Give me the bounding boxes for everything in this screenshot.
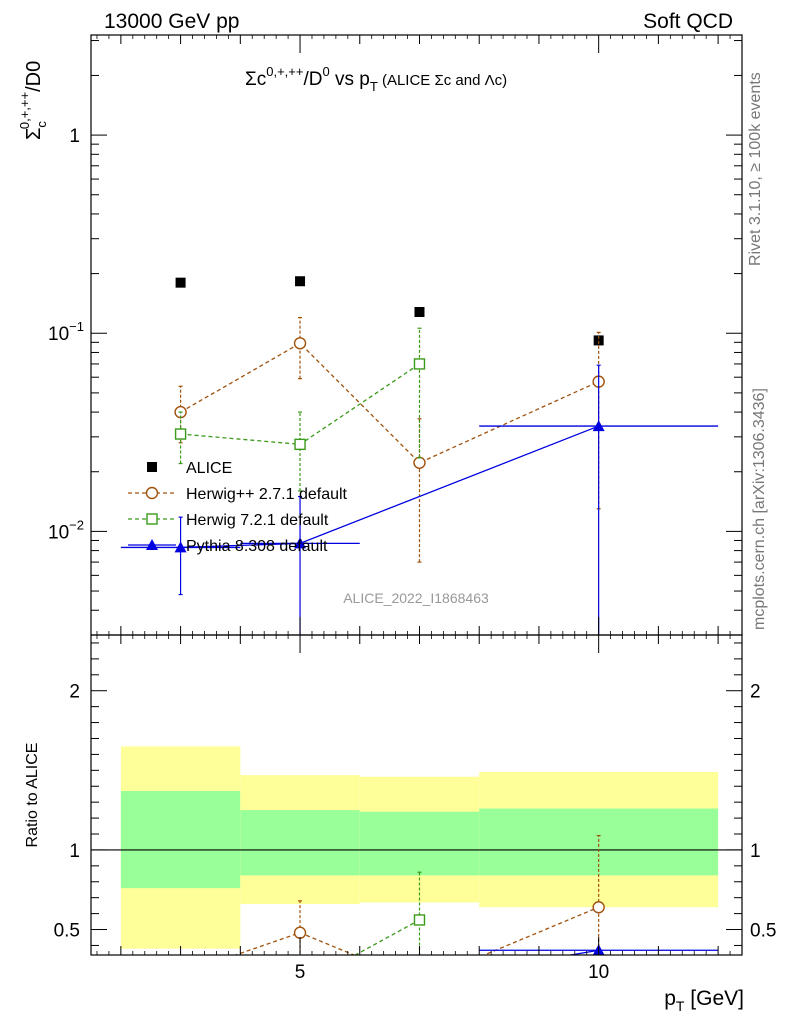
series-line-herwigpp [180,342,599,464]
point-data [295,276,306,287]
point-pythia [592,420,605,432]
point-pythia [294,995,306,1006]
analysis-watermark: ALICE_2022_I1868463 [343,590,489,606]
legend-marker-herwig7 [146,513,158,525]
ratio-y-tick-label-right: 0.5 [750,921,776,942]
ratio-axes: 0.5 0.5 1 1 2 2 5 10 [54,635,776,983]
legend-label-pythia: Pythia 8.308 default [186,538,328,555]
band-inner [359,811,480,876]
point-herwig7 [176,977,186,987]
ratio-marks [91,746,742,1007]
point-herwigpp [293,337,307,350]
ratio-y-tick-label-left: 2 [69,682,80,703]
ratio-ylabel: Ratio to ALICE [24,743,41,848]
ratio-y-tick-label-right: 1 [750,841,761,862]
point-herwig7 [413,358,426,370]
point-pythia [175,996,187,1007]
legend-entry-herwigpp: Herwig++ 2.7.1 default [128,486,348,503]
svg-text:Σc0,+,++/D0: Σc0,+,++/D0 [17,61,49,140]
source-label: mcplots.cern.ch [arXiv:1306.3436] [751,388,768,630]
x-tick-label: 10 [588,962,609,983]
header-left: 13000 GeV pp [104,10,239,33]
x-axis-label: pT [GeV] [664,987,744,1014]
legend-entry-alice: ALICE [147,460,232,477]
x-tick-label: 5 [295,962,306,983]
point-data [593,335,604,346]
main-marks [120,276,719,635]
legend-label-alice: ALICE [186,460,232,477]
point-herwig7 [294,438,306,451]
ratio-y-tick-label-right: 2 [750,682,761,703]
plot-title: Σc0,+,++/D0 vs pT (ALICE Σc and Λc) [245,64,507,94]
y-tick-label: 10−1 [48,319,84,345]
series-line-pythia [566,949,599,955]
series-herwig7 [176,871,426,987]
point-herwigpp [414,977,425,988]
legend-label-herwigpp: Herwig++ 2.7.1 default [186,486,348,503]
main-ylabel: Σc0,+,++/D0 [17,61,49,140]
series-herwig7 [174,327,426,492]
point-data [414,307,425,318]
legend-label-herwig7: Herwig 7.2.1 default [186,512,329,529]
header-right: Soft QCD [643,10,733,33]
y-tick-label: 10−2 [48,517,84,543]
band-inner [120,791,241,889]
point-herwigpp [413,456,426,469]
ratio-panel: 0.5 0.5 1 1 2 2 5 10 Ratio to ALICE pT [GeV] [24,634,776,1014]
main-panel: 10−2 10−1 1 Σc0,+,++/D0 vs pT (ALICE Σc an… [17,34,743,636]
ratio-frame [90,634,743,956]
series-line-herwigpp [233,906,599,955]
series-line-herwig7 [354,919,420,955]
point-herwigpp [592,901,605,914]
legend-entry-pythia: Pythia 8.308 default [128,538,328,555]
point-pythia [174,541,187,553]
point-herwigpp [293,926,307,939]
point-data [175,277,186,288]
point-herwig7 [174,428,187,440]
point-pythia [294,537,307,549]
rivet-version: Rivet 3.1.10, ≥ 100k events [747,72,764,266]
band-inner [240,810,360,876]
legend-marker-herwigpp [145,486,159,500]
legend-marker-alice [147,462,157,472]
legend: ALICE Herwig++ 2.7.1 default Herwig 7.2.… [128,460,348,555]
series-data [175,276,604,346]
legend-marker-pythia [146,539,158,550]
point-herwigpp [175,969,186,980]
main-axes: 10−2 10−1 1 [48,35,743,636]
ratio-y-tick-label-left: 0.5 [54,921,80,942]
ratio-y-tick-label-left: 1 [69,841,80,862]
point-herwig7 [413,914,426,926]
y-tick-label: 1 [69,126,80,147]
series-pythia [120,364,719,635]
legend-entry-herwig7: Herwig 7.2.1 default [128,512,329,529]
